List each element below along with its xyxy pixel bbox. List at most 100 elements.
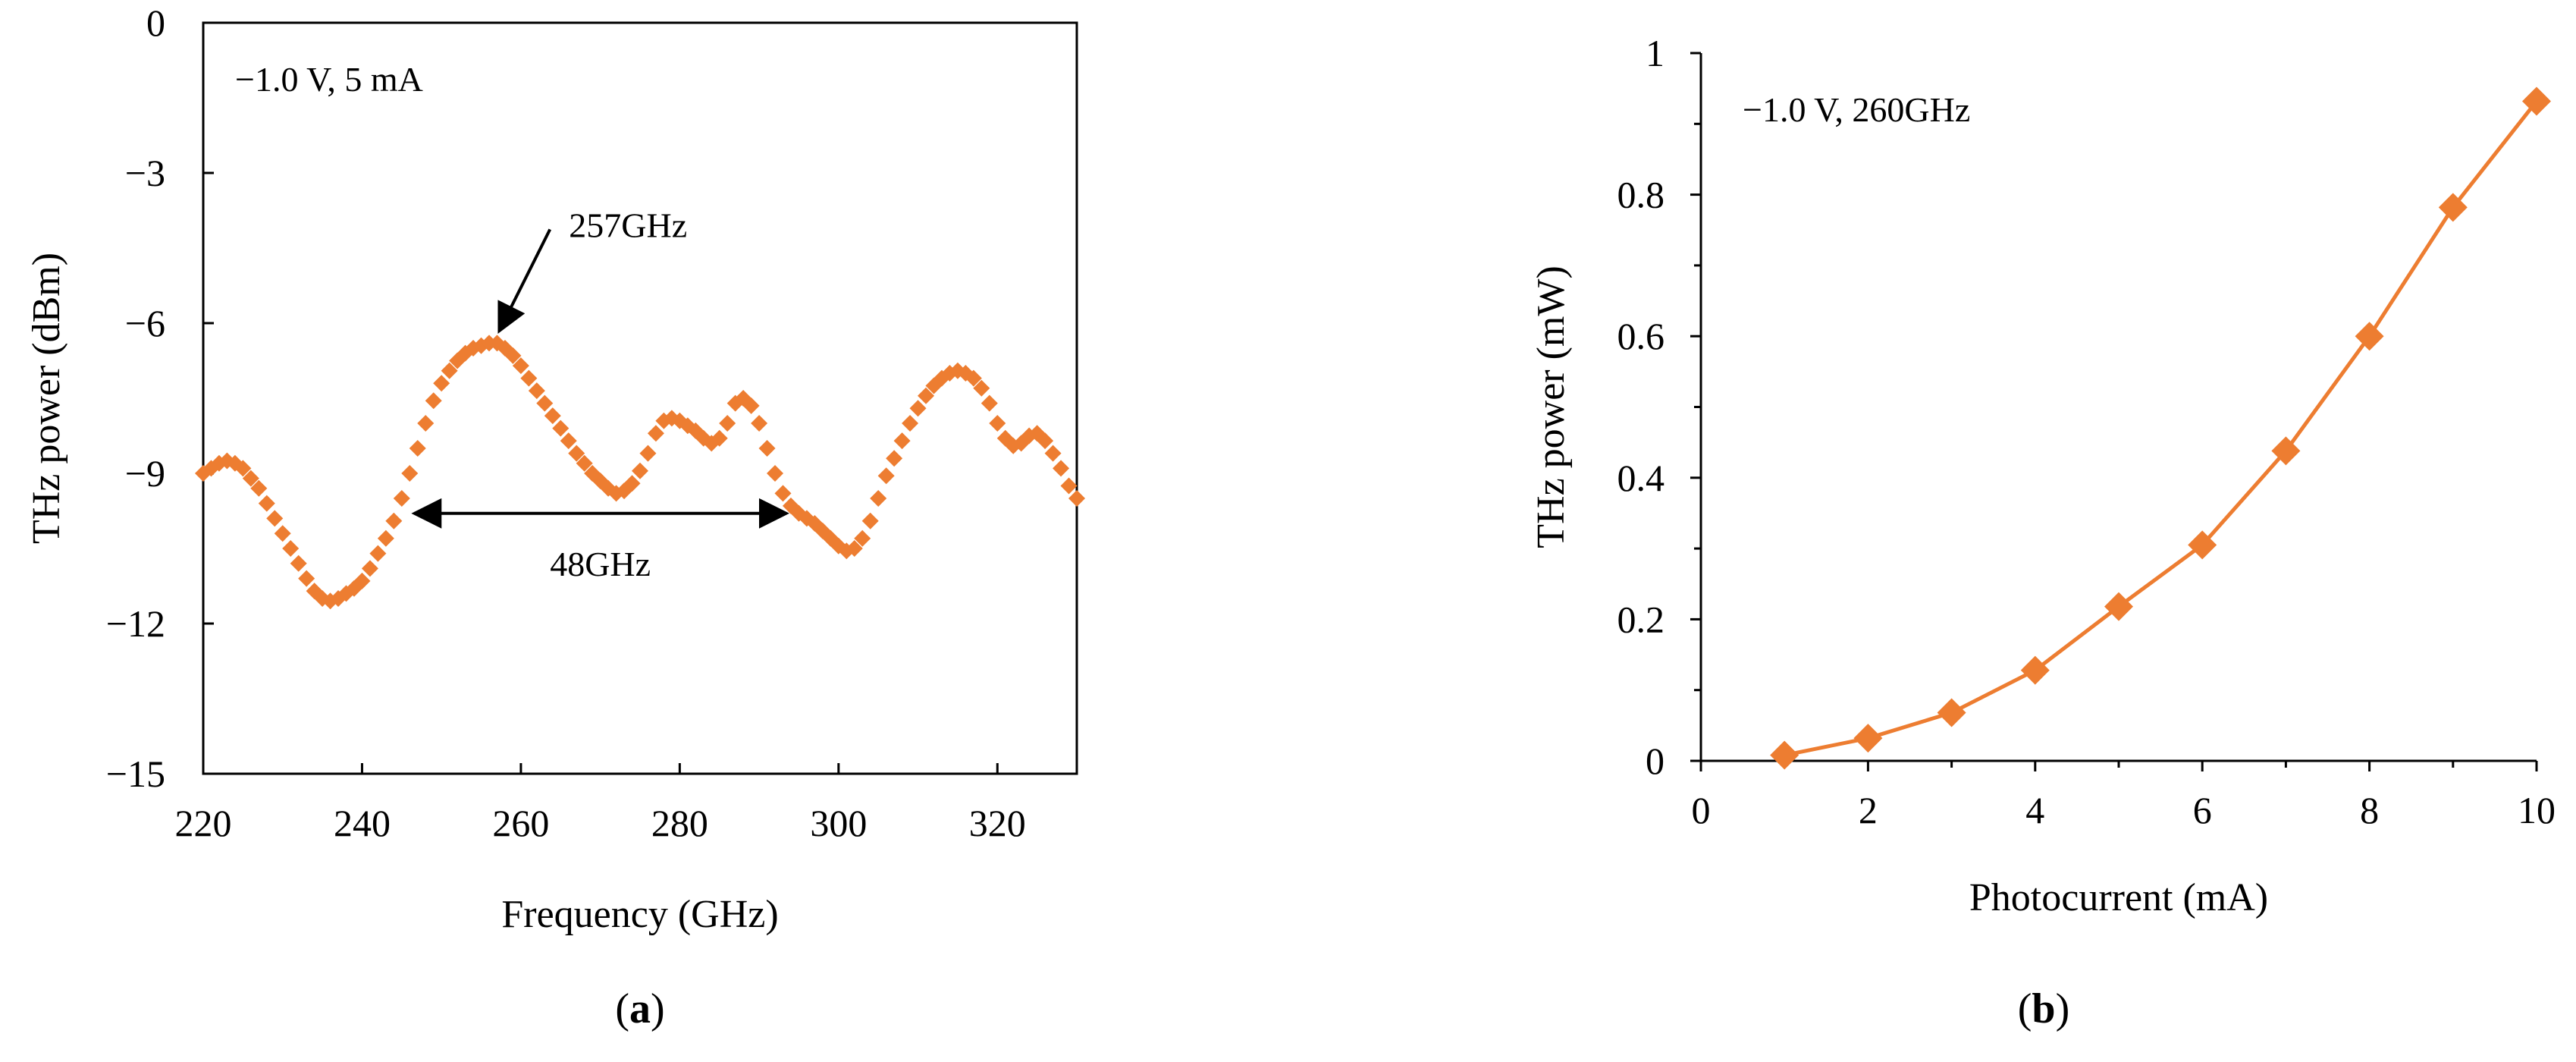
data-point [528, 382, 545, 400]
data-point [353, 572, 371, 589]
y-tick-label: −15 [106, 753, 165, 795]
y-axis-label: THz power (dBm) [25, 253, 68, 544]
y-tick-label: 0.8 [1617, 174, 1665, 216]
data-point [290, 555, 307, 572]
data-point [1068, 490, 1085, 507]
y-axis-label: THz power (mW) [1530, 266, 1573, 548]
x-tick-label: 240 [334, 802, 391, 844]
data-point [393, 490, 410, 507]
data-point [242, 470, 259, 487]
data-point [647, 425, 664, 442]
data-point [981, 394, 998, 412]
data-point [576, 454, 593, 472]
x-axis-label: Photocurrent (mA) [1969, 876, 2268, 919]
data-point [258, 495, 275, 512]
data-point [774, 485, 792, 502]
y-tick-label: −12 [106, 602, 165, 645]
data-point [1853, 724, 1883, 753]
condition-annotation: −1.0 V, 260GHz [1743, 90, 1970, 129]
data-point [632, 462, 648, 479]
data-point [2188, 530, 2217, 560]
condition-annotation: −1.0 V, 5 mA [235, 60, 423, 99]
data-point [870, 490, 887, 507]
data-point [861, 512, 879, 529]
y-tick-label: −9 [125, 452, 165, 495]
x-axis-label: Frequency (GHz) [501, 893, 778, 936]
y-tick-label: 0 [1646, 740, 1665, 782]
data-point [623, 475, 641, 492]
data-point [568, 445, 585, 462]
data-point [2104, 592, 2133, 621]
data-point [385, 512, 403, 529]
data-point [298, 570, 315, 587]
data-point [711, 429, 728, 447]
data-series [1770, 86, 2551, 770]
y-tick-label: 1 [1646, 32, 1665, 74]
data-point [902, 415, 919, 432]
data-point [536, 394, 554, 412]
data-point [886, 450, 903, 467]
data-point [2355, 322, 2384, 351]
bandwidth-annotation: 48GHz [550, 545, 651, 583]
data-point [2522, 86, 2551, 116]
data-point [1937, 698, 1966, 727]
y-tick-label: 0.6 [1617, 315, 1665, 357]
y-tick-label: 0.2 [1617, 598, 1665, 640]
data-point [989, 415, 1006, 432]
data-point [361, 560, 378, 577]
data-point [504, 347, 522, 364]
x-tick-label: 300 [810, 802, 867, 844]
data-point [2438, 193, 2468, 222]
data-point [433, 375, 450, 392]
data-point [1044, 445, 1062, 462]
x-tick-label: 4 [2025, 789, 2044, 831]
data-point [401, 465, 419, 482]
data-point [2271, 436, 2301, 466]
data-point [560, 432, 577, 450]
x-axis-ticks: 0 2 4 6 8 10 [1692, 761, 2556, 831]
data-point [417, 415, 435, 432]
y-tick-label: 0.4 [1617, 457, 1665, 499]
x-tick-label: 260 [492, 802, 549, 844]
data-point [282, 540, 300, 557]
data-point [742, 397, 760, 414]
data-point [758, 440, 776, 457]
peak-arrow [497, 228, 552, 334]
data-point [1060, 477, 1078, 495]
y-axis-ticks: 0 −3 −6 −9 −12 −15 [106, 2, 214, 795]
data-point [639, 445, 657, 462]
y-tick-label: −6 [125, 302, 165, 344]
series-line [1784, 99, 2538, 757]
x-tick-label: 6 [2193, 789, 2212, 831]
data-point [234, 460, 252, 477]
chart-panel-a: 0 −3 −6 −9 −12 −15 220 240 260 280 300 320 −1.0 V,… [25, 2, 1085, 1032]
y-tick-label: −3 [125, 152, 165, 194]
data-point [512, 357, 529, 375]
x-tick-label: 10 [2518, 789, 2556, 831]
data-point [441, 362, 458, 379]
data-point [965, 369, 982, 387]
data-point [767, 465, 784, 482]
data-point [1053, 460, 1070, 477]
data-point [274, 525, 291, 542]
panel-label: (a) [615, 985, 664, 1032]
data-point [973, 379, 990, 397]
y-tick-label: 0 [146, 2, 165, 44]
data-point [909, 400, 927, 417]
panel-label: (b) [2018, 985, 2069, 1032]
x-tick-label: 0 [1692, 789, 1711, 831]
x-tick-label: 320 [969, 802, 1026, 844]
data-point [846, 540, 863, 557]
plot-area-frame [202, 21, 1078, 775]
data-point [250, 479, 268, 497]
x-axis-ticks: 220 240 260 280 300 320 [175, 763, 1026, 844]
chart-panel-b: 0 0.2 0.4 0.6 0.8 1 0 2 4 6 8 10 −1.0 V, 260GHz Ph… [1530, 32, 2556, 1032]
x-tick-label: 220 [175, 802, 232, 844]
data-point [751, 415, 768, 432]
data-point [377, 529, 394, 547]
data-point [552, 419, 569, 437]
peak-annotation: 257GHz [569, 206, 687, 244]
data-point [409, 440, 426, 457]
x-tick-label: 2 [1859, 789, 1878, 831]
